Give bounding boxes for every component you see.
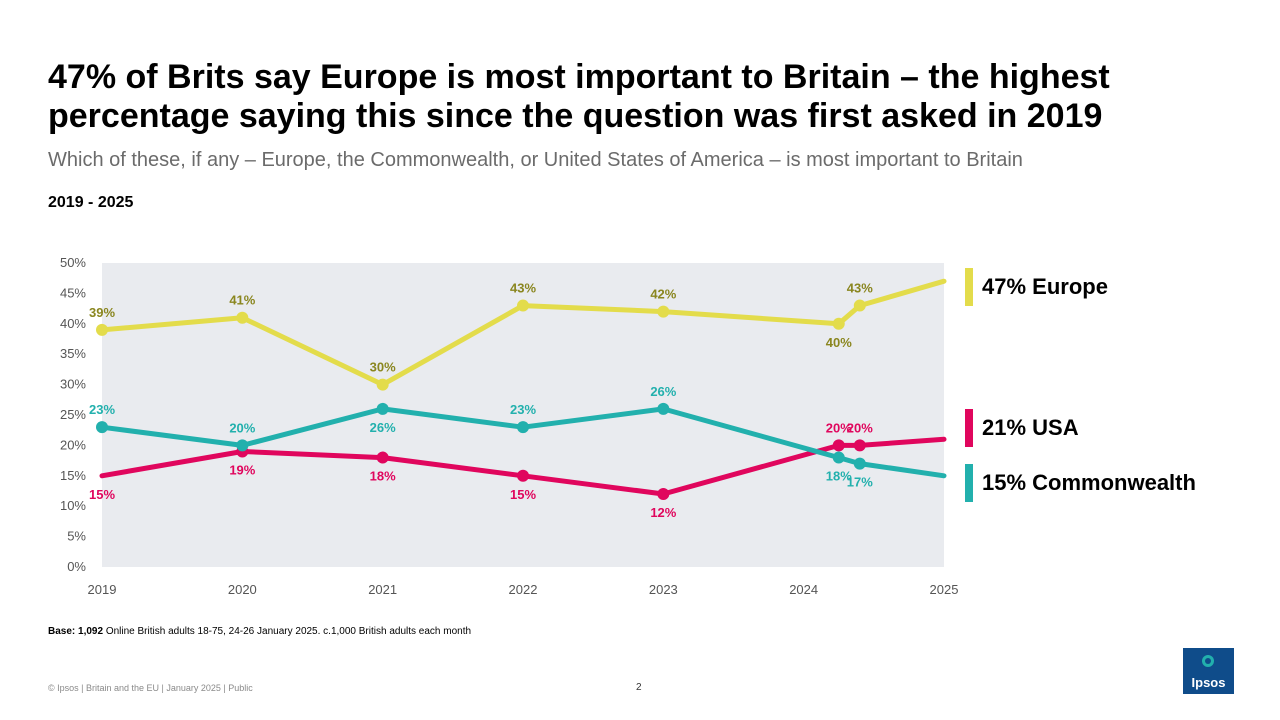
data-point-europe	[236, 311, 249, 324]
data-label-europe: 43%	[510, 281, 536, 296]
data-point-europe	[832, 317, 845, 330]
data-label-europe: 30%	[370, 360, 396, 375]
y-tick-label: 30%	[60, 377, 86, 392]
data-label-europe: 43%	[847, 281, 873, 296]
data-point-commonwealth	[517, 421, 529, 434]
data-label-europe: 42%	[650, 287, 676, 302]
y-tick-label: 45%	[60, 285, 86, 300]
y-tick-label: 0%	[67, 559, 86, 574]
data-label-europe: 39%	[89, 305, 115, 320]
y-tick-label: 20%	[60, 437, 86, 452]
legend-commonwealth-label: 15% Commonwealth	[982, 470, 1196, 495]
data-point-usa	[832, 439, 845, 452]
y-tick-label: 35%	[60, 346, 86, 361]
x-tick-label: 2023	[649, 582, 678, 597]
x-tick-label: 2024	[789, 582, 818, 597]
logo-mark-icon	[1202, 655, 1214, 667]
data-label-usa: 20%	[826, 420, 852, 435]
data-point-commonwealth	[853, 457, 866, 470]
base-note: Base: 1,092 Online British adults 18-75,…	[48, 626, 471, 637]
x-tick-label: 2022	[509, 582, 538, 597]
data-label-usa: 18%	[370, 469, 396, 484]
data-label-usa: 15%	[510, 487, 536, 502]
data-point-usa	[376, 451, 389, 464]
data-point-usa	[657, 488, 670, 501]
period-label: 2019 - 2025	[48, 194, 134, 211]
data-point-europe	[657, 305, 670, 318]
x-tick-label: 2025	[930, 582, 959, 597]
legend-commonwealth: 15% Commonwealth	[965, 464, 1196, 502]
data-label-europe: 40%	[826, 335, 852, 350]
data-point-europe	[376, 378, 389, 391]
legend-usa: 21% USA	[965, 409, 1079, 447]
page-number: 2	[636, 682, 642, 693]
data-label-commonwealth: 20%	[229, 420, 255, 435]
data-label-commonwealth: 26%	[650, 384, 676, 399]
copyright-footer: © Ipsos | Britain and the EU | January 2…	[48, 683, 253, 693]
x-tick-label: 2021	[368, 582, 397, 597]
data-label-commonwealth: 23%	[89, 402, 115, 417]
data-label-usa: 19%	[229, 462, 255, 477]
y-tick-label: 5%	[67, 529, 86, 544]
data-label-usa: 15%	[89, 487, 115, 502]
page-title: 47% of Brits say Europe is most importan…	[48, 58, 1110, 135]
logo-text: Ipsos	[1191, 675, 1226, 690]
base-note-text: Online British adults 18-75, 24-26 Janua…	[103, 626, 472, 637]
legend-usa-label: 21% USA	[982, 415, 1079, 440]
data-label-commonwealth: 23%	[510, 402, 536, 417]
data-label-europe: 41%	[229, 293, 255, 308]
data-label-usa: 20%	[847, 420, 873, 435]
data-point-usa	[517, 469, 529, 482]
data-point-commonwealth	[376, 402, 389, 415]
x-tick-label: 2019	[88, 582, 117, 597]
legend-europe-label: 47% Europe	[982, 274, 1108, 299]
data-label-usa: 12%	[650, 505, 676, 520]
data-point-commonwealth	[96, 421, 108, 434]
question-subtitle: Which of these, if any – Europe, the Com…	[48, 149, 1023, 171]
y-tick-label: 25%	[60, 407, 86, 422]
data-point-commonwealth	[657, 402, 670, 415]
data-label-commonwealth: 18%	[826, 469, 852, 484]
y-tick-label: 40%	[60, 316, 86, 331]
data-point-commonwealth	[236, 439, 249, 452]
data-point-europe	[517, 299, 529, 312]
data-label-commonwealth: 17%	[847, 475, 873, 490]
legend-usa-swatch	[965, 409, 973, 447]
base-note-bold: Base: 1,092	[48, 626, 104, 637]
y-tick-label: 50%	[60, 255, 86, 270]
y-tick-label: 10%	[60, 498, 86, 513]
legend-commonwealth-swatch	[965, 464, 973, 502]
data-label-commonwealth: 26%	[370, 420, 396, 435]
data-point-europe	[853, 299, 866, 312]
legend-europe: 47% Europe	[965, 268, 1108, 306]
y-tick-label: 15%	[60, 468, 86, 483]
data-point-usa	[853, 439, 866, 452]
ipsos-logo: Ipsos	[1183, 648, 1234, 694]
x-tick-label: 2020	[228, 582, 257, 597]
data-point-europe	[96, 323, 108, 336]
legend-europe-swatch	[965, 268, 973, 306]
data-point-commonwealth	[832, 451, 845, 464]
